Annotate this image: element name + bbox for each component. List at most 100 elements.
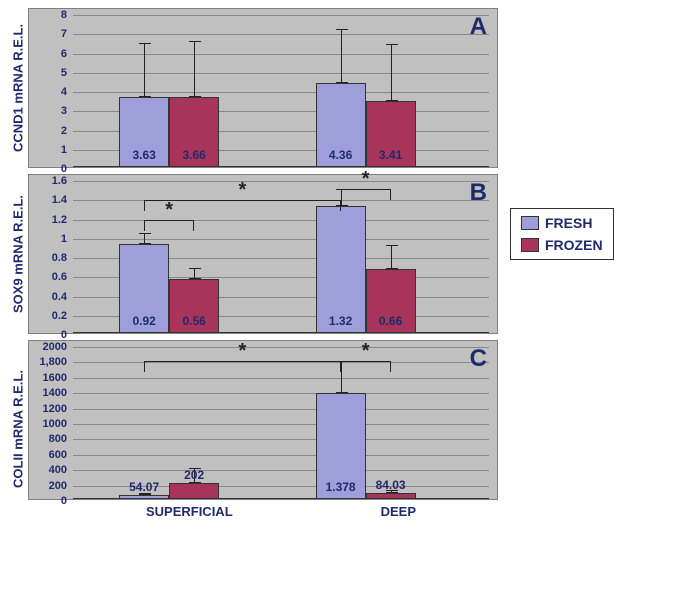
chart-wrap: 00.20.40.60.811.21.41.60.920.561.320.66*… xyxy=(28,174,498,334)
y-tick-label: 1400 xyxy=(43,387,67,399)
chart-area: 020040060080010001200140016001,800200054… xyxy=(28,340,498,500)
y-tick-label: 2 xyxy=(61,125,67,137)
legend-label: FROZEN xyxy=(545,237,603,253)
y-tick-label: 8 xyxy=(61,9,67,21)
legend-row: FRESH xyxy=(521,215,603,231)
bar-value-label: 4.36 xyxy=(329,148,352,162)
bar: 3.63 xyxy=(119,97,169,167)
bar-value-label: 1.378 xyxy=(326,480,356,494)
gridline xyxy=(73,378,489,379)
bar: 0.66 xyxy=(366,269,416,333)
gridline xyxy=(73,347,489,348)
y-tick-label: 1.4 xyxy=(52,194,67,206)
y-tick-label: 1 xyxy=(61,144,67,156)
error-bar xyxy=(144,43,145,97)
bar-value-label: 202 xyxy=(184,468,204,482)
legend: FRESH FROZEN xyxy=(510,208,614,260)
gridline xyxy=(73,362,489,363)
legend-swatch xyxy=(521,238,539,252)
bar-value-label: 0.66 xyxy=(379,314,402,328)
bar: 1.32 xyxy=(316,206,366,333)
gridline xyxy=(73,34,489,35)
chart-area: 0123456783.633.664.363.41A xyxy=(28,8,498,168)
bar-value-label: 1.32 xyxy=(329,314,352,328)
gridline xyxy=(73,220,489,221)
bar: 84.03 xyxy=(366,493,416,499)
y-tick-label: 1.2 xyxy=(52,214,67,226)
significance-star: * xyxy=(165,199,173,222)
error-bar xyxy=(341,29,342,83)
y-tick-label: 0.2 xyxy=(52,310,67,322)
x-axis: SUPERFICIAL DEEP xyxy=(28,504,498,519)
y-axis-label: COLII mRNA R.E.L. xyxy=(8,340,28,519)
panel-letter: B xyxy=(470,179,487,207)
bar: 3.66 xyxy=(169,97,219,167)
gridline xyxy=(73,424,489,425)
y-tick-label: 1200 xyxy=(43,403,67,415)
legend-label: FRESH xyxy=(545,215,592,231)
chart-wrap: 0123456783.633.664.363.41A xyxy=(28,8,498,168)
gridline xyxy=(73,92,489,93)
bar-value-label: 84.03 xyxy=(376,478,406,492)
bar: 0.92 xyxy=(119,244,169,333)
error-bar xyxy=(391,245,392,269)
gridline xyxy=(73,73,489,74)
y-tick-label: 400 xyxy=(49,464,67,476)
y-tick-label: 1600 xyxy=(43,372,67,384)
y-tick-label: 5 xyxy=(61,67,67,79)
plot: 0.920.561.320.66*** xyxy=(73,181,489,333)
y-tick-label: 200 xyxy=(49,480,67,492)
y-tick-label: 0.8 xyxy=(52,252,67,264)
gridline xyxy=(73,181,489,182)
panel: CCND1 mRNA R.E.L.0123456783.633.664.363.… xyxy=(8,8,498,168)
gridline xyxy=(73,439,489,440)
y-tick-label: 1.6 xyxy=(52,175,67,187)
error-bar xyxy=(194,268,195,280)
panel-letter: A xyxy=(470,13,487,41)
chart-wrap: 020040060080010001200140016001,800200054… xyxy=(28,340,498,519)
bar: 1.378 xyxy=(316,393,366,499)
plot: 3.63 3.66 4.36 3.41 xyxy=(73,15,489,167)
chart-area: 00.20.40.60.811.21.41.60.920.561.320.66*… xyxy=(28,174,498,334)
error-bar xyxy=(144,233,145,245)
panels-column: CCND1 mRNA R.E.L.0123456783.633.664.363.… xyxy=(8,8,498,519)
gridline xyxy=(73,470,489,471)
gridline xyxy=(73,239,489,240)
bar: 4.36 xyxy=(316,83,366,167)
gridline xyxy=(73,455,489,456)
y-tick-label: 1 xyxy=(61,233,67,245)
y-axis-label: CCND1 mRNA R.E.L. xyxy=(8,8,28,168)
error-bar xyxy=(391,44,392,102)
y-axis-label: SOX9 mRNA R.E.L. xyxy=(8,174,28,334)
plot: 54.072021.37884.03** xyxy=(73,347,489,499)
y-tick-label: 6 xyxy=(61,48,67,60)
x-tick-label: DEEP xyxy=(381,504,416,519)
significance-star: * xyxy=(362,340,370,363)
panel-letter: C xyxy=(470,345,487,373)
figure: CCND1 mRNA R.E.L.0123456783.633.664.363.… xyxy=(8,8,675,519)
bar-value-label: 0.56 xyxy=(182,314,205,328)
y-tick-label: 0 xyxy=(61,495,67,507)
y-tick-label: 7 xyxy=(61,28,67,40)
gridline xyxy=(73,409,489,410)
legend-swatch xyxy=(521,216,539,230)
y-tick-label: 2000 xyxy=(43,341,67,353)
bar: 3.41 xyxy=(366,101,416,167)
bar: 54.07 xyxy=(119,495,169,499)
y-tick-label: 600 xyxy=(49,449,67,461)
gridline xyxy=(73,393,489,394)
y-tick-label: 0.4 xyxy=(52,291,67,303)
significance-star: * xyxy=(362,168,370,191)
bar-value-label: 3.63 xyxy=(132,148,155,162)
error-bar xyxy=(194,41,195,97)
y-tick-label: 3 xyxy=(61,105,67,117)
bar-value-label: 3.66 xyxy=(182,148,205,162)
bar: 0.56 xyxy=(169,279,219,333)
legend-row: FROZEN xyxy=(521,237,603,253)
y-ticks: 00.20.40.60.811.21.41.6 xyxy=(29,181,71,333)
significance-star: * xyxy=(238,340,246,363)
bar: 202 xyxy=(169,483,219,499)
x-tick-label: SUPERFICIAL xyxy=(146,504,233,519)
gridline xyxy=(73,54,489,55)
y-ticks: 012345678 xyxy=(29,15,71,167)
